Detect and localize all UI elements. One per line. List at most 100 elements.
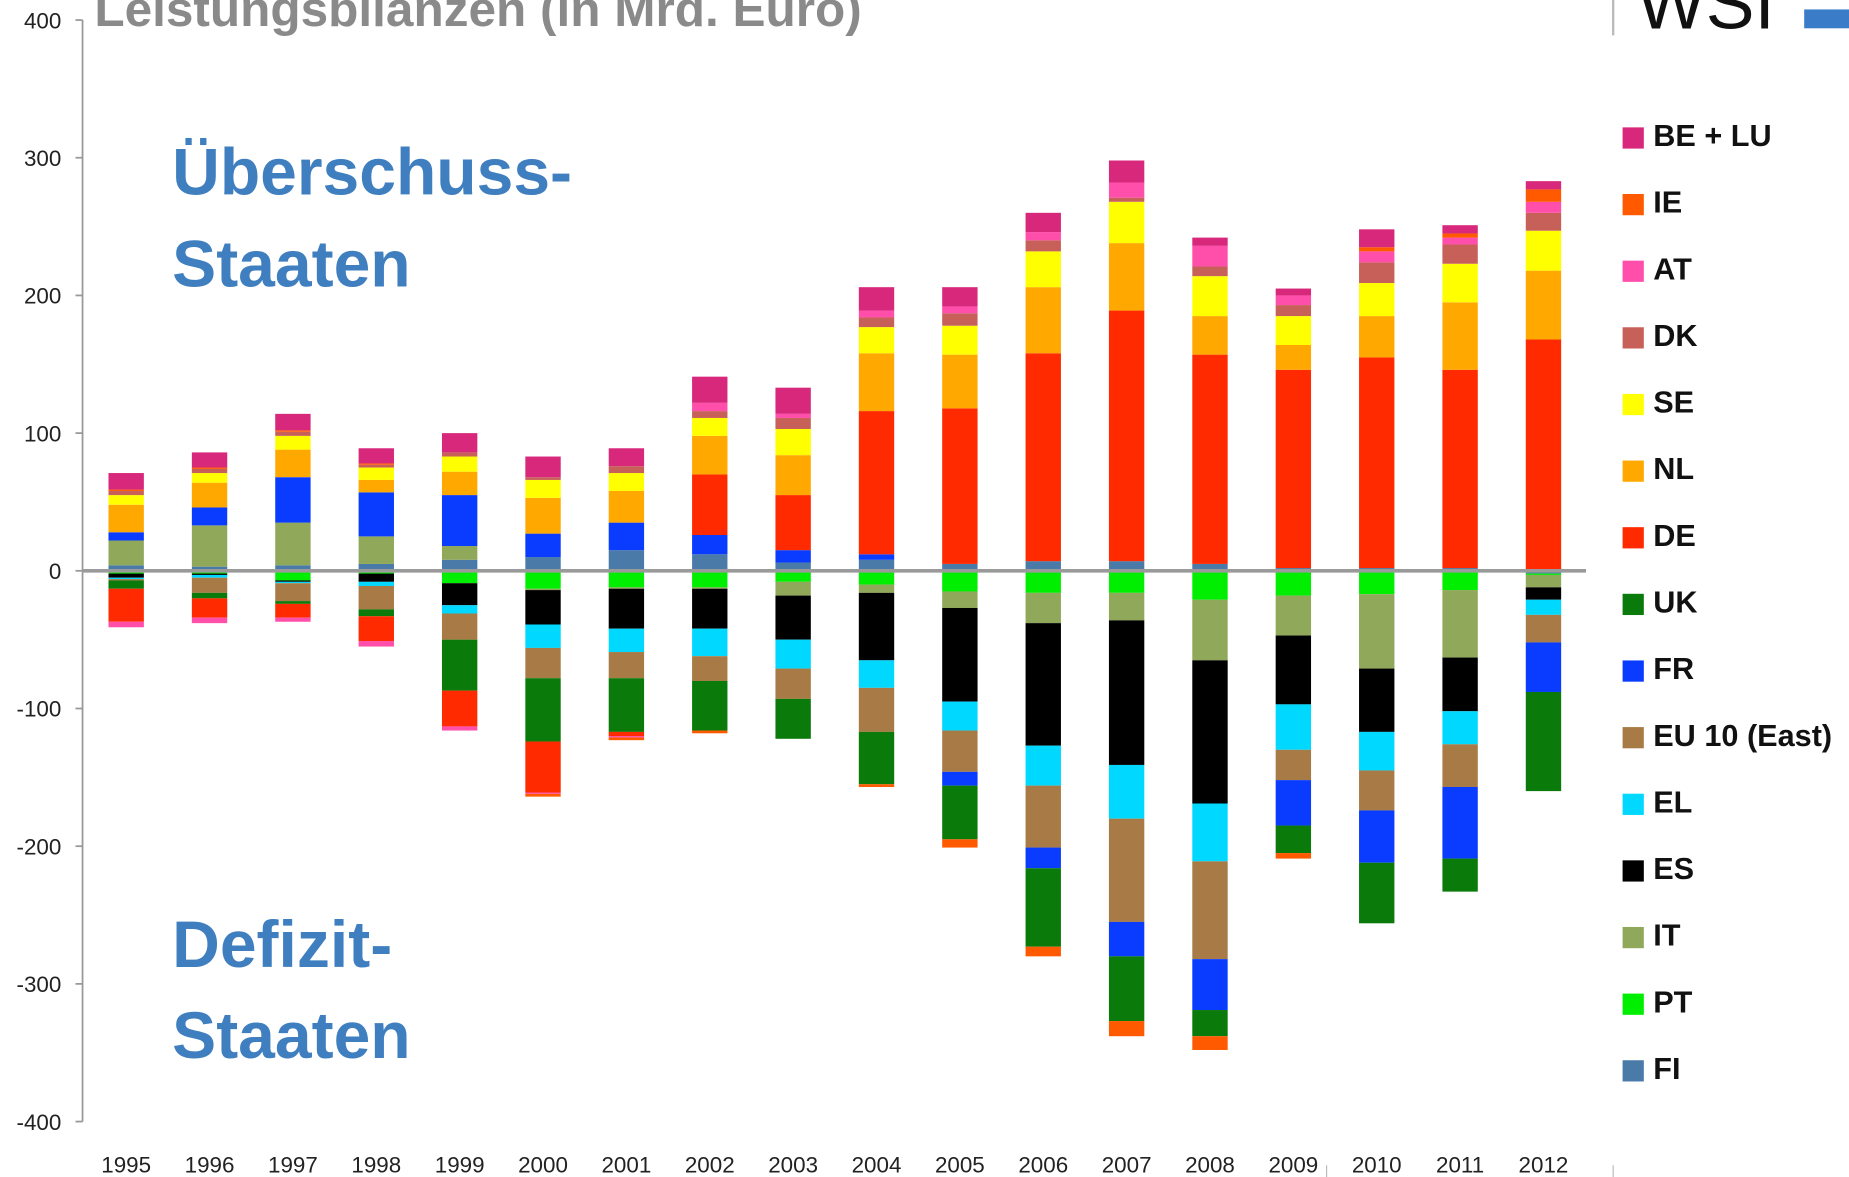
bar-segment bbox=[1192, 1036, 1228, 1050]
x-tick-label: 2012 bbox=[1519, 1152, 1569, 1177]
bar-segment bbox=[1275, 749, 1312, 781]
bar-segment bbox=[108, 495, 144, 505]
bar-segment bbox=[858, 353, 895, 412]
bar-segment bbox=[858, 584, 895, 593]
bar-segment bbox=[1442, 786, 1478, 859]
bar-segment bbox=[858, 687, 895, 732]
bar-segment bbox=[775, 639, 811, 669]
bar-segment bbox=[275, 565, 311, 571]
bar-segment bbox=[1359, 594, 1395, 669]
bar-segment bbox=[275, 583, 311, 602]
bar-segment bbox=[1025, 868, 1061, 947]
bar-segment bbox=[441, 570, 478, 584]
legend-label: FR bbox=[1653, 652, 1694, 686]
bar-segment bbox=[608, 522, 645, 551]
bar-segment bbox=[1192, 1010, 1228, 1037]
y-tick-label: 200 bbox=[24, 284, 61, 309]
bar-segment bbox=[441, 605, 478, 614]
bar-segment bbox=[692, 587, 728, 589]
legend-swatch bbox=[1622, 460, 1644, 482]
bar-segment bbox=[1192, 570, 1228, 600]
bar-segment bbox=[1525, 230, 1562, 271]
x-tick-label: 2009 bbox=[1268, 1152, 1318, 1177]
bar-segment bbox=[942, 313, 978, 326]
bar-segment bbox=[1025, 745, 1061, 786]
bar-segment bbox=[275, 522, 311, 566]
logo: WSI bbox=[1637, 0, 1775, 44]
bar-segment bbox=[525, 533, 561, 558]
bar-segment bbox=[191, 574, 228, 578]
bar-segment bbox=[525, 588, 561, 591]
y-tick-label: 400 bbox=[24, 8, 61, 33]
bar-segment bbox=[275, 449, 311, 478]
bar-segment bbox=[358, 573, 394, 582]
bar-segment bbox=[191, 452, 228, 468]
bar-segment bbox=[525, 624, 561, 648]
bar-segment bbox=[1442, 744, 1478, 787]
bar-segment bbox=[775, 698, 811, 739]
bar-segment bbox=[1108, 921, 1145, 957]
legend-swatch bbox=[1622, 1060, 1644, 1082]
legend-swatch bbox=[1622, 993, 1644, 1015]
bar-segment bbox=[108, 504, 144, 533]
bar-segment bbox=[108, 621, 144, 628]
bar-segment bbox=[1192, 237, 1228, 246]
x-tick-label: 1998 bbox=[351, 1152, 401, 1177]
bar-segment bbox=[775, 417, 811, 429]
bar-segment bbox=[191, 592, 228, 599]
y-tick-label: 300 bbox=[24, 146, 61, 171]
bar-segment bbox=[191, 468, 228, 474]
legend-swatch bbox=[1622, 527, 1644, 549]
bar-segment bbox=[1192, 276, 1228, 317]
bar-segment bbox=[358, 448, 394, 464]
bar-segment bbox=[608, 466, 645, 474]
bar-segment bbox=[692, 417, 728, 436]
bar-segment bbox=[191, 577, 228, 593]
bar-segment bbox=[1192, 563, 1228, 571]
bar-segment bbox=[775, 570, 811, 582]
bar-segment bbox=[525, 741, 561, 793]
bar-segment bbox=[1525, 339, 1562, 571]
bar-segment bbox=[942, 306, 978, 314]
bar-segment bbox=[108, 473, 144, 490]
x-tick-label: 2005 bbox=[935, 1152, 985, 1177]
bar-segment bbox=[275, 580, 311, 582]
bar-segment bbox=[858, 317, 895, 328]
bar-segment bbox=[1442, 711, 1478, 745]
bar-segment bbox=[525, 479, 561, 498]
bar-segment bbox=[108, 532, 144, 541]
bar-segment bbox=[108, 573, 144, 578]
bar-segment bbox=[942, 354, 978, 409]
bar-segment bbox=[858, 287, 895, 311]
bar-segment bbox=[525, 477, 561, 480]
bar-segment bbox=[525, 557, 561, 571]
bar-segment bbox=[1275, 288, 1312, 296]
bar-segment bbox=[1525, 587, 1562, 600]
bar-segment bbox=[1108, 182, 1145, 198]
bar-segment bbox=[1025, 353, 1061, 562]
bar-segment bbox=[108, 540, 144, 566]
x-tick-label: 2001 bbox=[601, 1152, 651, 1177]
annotation: Defizit- bbox=[172, 907, 392, 981]
bar-segment bbox=[1442, 369, 1478, 569]
bar-segment bbox=[1359, 357, 1395, 569]
legend-label: FI bbox=[1653, 1052, 1680, 1086]
bar-segment bbox=[692, 730, 728, 734]
bar-segment bbox=[525, 570, 561, 589]
bar-segment bbox=[942, 701, 978, 731]
bar-segment bbox=[1359, 283, 1395, 317]
y-tick-label: 100 bbox=[24, 421, 61, 446]
bar-segment bbox=[858, 592, 895, 661]
bar-segment bbox=[1192, 861, 1228, 960]
bar-segment bbox=[692, 656, 728, 681]
bar-segment bbox=[608, 588, 645, 629]
legend-swatch bbox=[1622, 260, 1644, 282]
bar-segment bbox=[858, 310, 895, 318]
bar-segment bbox=[191, 507, 228, 526]
bar-segment bbox=[108, 588, 144, 622]
bar-segment bbox=[1359, 229, 1395, 248]
bar-segment bbox=[1275, 853, 1312, 859]
bar-segment bbox=[1442, 657, 1478, 712]
bar-segment bbox=[1275, 825, 1312, 854]
legend-label: DK bbox=[1653, 319, 1697, 353]
